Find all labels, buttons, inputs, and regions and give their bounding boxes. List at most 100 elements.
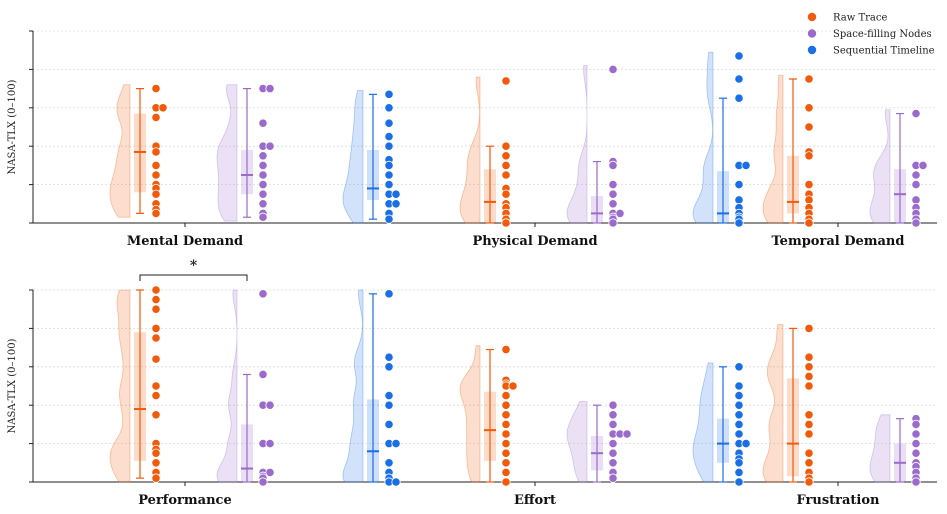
data-point-physical-demand-raw-trace	[501, 141, 511, 151]
data-point-effort-raw-trace	[501, 419, 511, 429]
data-point-mental-demand-space-filling-nodes	[258, 199, 268, 209]
data-point-effort-sequential-timeline	[734, 400, 744, 410]
data-point-performance-raw-trace	[151, 448, 161, 458]
data-point-temporal-demand-space-filling-nodes	[911, 195, 921, 205]
data-point-effort-raw-trace	[508, 381, 518, 391]
data-point-performance-space-filling-nodes	[258, 369, 268, 380]
data-point-effort-raw-trace	[501, 390, 511, 401]
violin-performance-raw-trace	[109, 289, 131, 483]
data-point-performance-raw-trace	[151, 323, 161, 333]
legend-label-raw-trace: Raw Trace	[833, 13, 887, 24]
data-point-physical-demand-space-filling-nodes	[608, 218, 618, 228]
y-axis-label-row1: NASA-TLX (0–100)	[7, 338, 18, 433]
violin-performance-space-filling-nodes	[216, 289, 238, 483]
data-point-physical-demand-sequential-timeline	[734, 180, 744, 190]
data-point-mental-demand-space-filling-nodes	[258, 189, 268, 199]
violin-mental-demand-sequential-timeline	[342, 90, 364, 224]
iqr-box-effort-sequential-timeline	[717, 418, 729, 463]
data-point-frustration-space-filling-nodes	[911, 448, 921, 458]
data-point-temporal-demand-space-filling-nodes	[918, 160, 928, 170]
data-point-performance-space-filling-nodes	[265, 400, 275, 410]
data-point-effort-sequential-timeline	[734, 467, 744, 477]
data-point-frustration-space-filling-nodes	[911, 477, 921, 487]
violin-frustration-space-filling-nodes	[869, 414, 891, 483]
data-point-mental-demand-raw-trace	[158, 103, 168, 113]
data-point-frustration-raw-trace	[804, 362, 814, 372]
data-point-mental-demand-sequential-timeline	[384, 170, 394, 180]
data-point-mental-demand-sequential-timeline	[384, 118, 394, 128]
data-point-physical-demand-raw-trace	[501, 160, 511, 170]
iqr-box-temporal-demand-raw-trace	[787, 155, 799, 214]
legend-label-sequential-timeline: Sequential Timeline	[833, 46, 935, 57]
data-point-frustration-raw-trace	[804, 381, 814, 391]
data-point-effort-sequential-timeline	[734, 429, 744, 439]
data-point-performance-raw-trace	[151, 294, 161, 305]
data-point-frustration-raw-trace	[804, 429, 814, 439]
data-point-frustration-raw-trace	[804, 458, 814, 468]
data-point-effort-raw-trace	[501, 400, 511, 410]
significance-label: *	[190, 258, 198, 274]
data-point-frustration-raw-trace	[804, 371, 814, 381]
data-point-physical-demand-raw-trace	[501, 189, 511, 199]
category-label-mental-demand: Mental Demand	[127, 234, 243, 249]
data-point-mental-demand-raw-trace	[151, 112, 161, 123]
data-point-mental-demand-raw-trace	[151, 170, 161, 180]
category-label-temporal-demand: Temporal Demand	[772, 234, 905, 249]
data-point-physical-demand-raw-trace	[501, 170, 511, 180]
data-point-effort-sequential-timeline	[734, 419, 744, 429]
category-label-performance: Performance	[138, 493, 231, 508]
data-point-physical-demand-sequential-timeline	[734, 93, 744, 103]
data-point-effort-raw-trace	[501, 438, 511, 449]
data-point-mental-demand-raw-trace	[151, 208, 161, 218]
data-point-physical-demand-raw-trace	[501, 218, 511, 228]
data-point-mental-demand-space-filling-nodes	[258, 160, 268, 170]
data-point-mental-demand-raw-trace	[151, 147, 161, 157]
violin-performance-sequential-timeline	[342, 289, 364, 483]
data-point-temporal-demand-space-filling-nodes	[911, 108, 921, 119]
data-point-physical-demand-sequential-timeline	[734, 74, 744, 84]
violin-physical-demand-raw-trace	[459, 76, 481, 224]
data-point-performance-sequential-timeline	[384, 400, 394, 410]
y-axis-label-row0: NASA-TLX (0–100)	[7, 79, 18, 174]
data-point-effort-sequential-timeline	[734, 362, 744, 372]
data-point-mental-demand-space-filling-nodes	[265, 84, 275, 94]
category-label-frustration: Frustration	[797, 493, 881, 508]
data-point-temporal-demand-space-filling-nodes	[911, 170, 921, 180]
data-point-temporal-demand-raw-trace	[804, 74, 814, 84]
data-point-mental-demand-sequential-timeline	[391, 199, 401, 209]
data-point-effort-raw-trace	[501, 477, 511, 487]
data-point-mental-demand-space-filling-nodes	[258, 180, 268, 190]
iqr-box-mental-demand-sequential-timeline	[367, 150, 379, 200]
data-point-physical-demand-raw-trace	[501, 151, 511, 161]
data-point-temporal-demand-raw-trace	[804, 151, 814, 161]
data-point-performance-raw-trace	[151, 354, 161, 364]
data-point-performance-sequential-timeline	[391, 477, 401, 487]
data-point-physical-demand-space-filling-nodes	[608, 64, 618, 75]
data-point-mental-demand-sequential-timeline	[384, 103, 394, 113]
violin-physical-demand-space-filling-nodes	[566, 65, 588, 224]
data-point-mental-demand-sequential-timeline	[384, 180, 394, 190]
data-point-frustration-raw-trace	[804, 448, 814, 458]
iqr-box-physical-demand-raw-trace	[484, 169, 496, 223]
data-point-physical-demand-sequential-timeline	[734, 195, 744, 205]
data-point-frustration-raw-trace	[804, 410, 814, 420]
violin-mental-demand-space-filling-nodes	[216, 84, 238, 222]
data-point-effort-raw-trace	[501, 458, 511, 468]
data-point-effort-sequential-timeline	[734, 410, 744, 420]
iqr-box-frustration-raw-trace	[787, 378, 799, 477]
data-point-mental-demand-sequential-timeline	[384, 214, 394, 224]
data-point-effort-sequential-timeline	[734, 381, 744, 391]
data-point-effort-space-filling-nodes	[622, 429, 632, 439]
data-point-effort-sequential-timeline	[734, 458, 744, 468]
data-point-physical-demand-space-filling-nodes	[608, 180, 618, 190]
violin-effort-sequential-timeline	[692, 362, 714, 483]
data-point-physical-demand-sequential-timeline	[734, 51, 744, 61]
data-point-effort-sequential-timeline	[734, 390, 744, 401]
data-point-physical-demand-space-filling-nodes	[608, 160, 618, 170]
iqr-box-performance-raw-trace	[134, 332, 146, 461]
legend-marker-sequential-timeline	[807, 45, 817, 55]
iqr-box-performance-sequential-timeline	[367, 399, 379, 482]
data-point-mental-demand-space-filling-nodes	[258, 212, 268, 222]
data-point-performance-raw-trace	[151, 285, 161, 295]
data-point-performance-space-filling-nodes	[258, 477, 268, 487]
